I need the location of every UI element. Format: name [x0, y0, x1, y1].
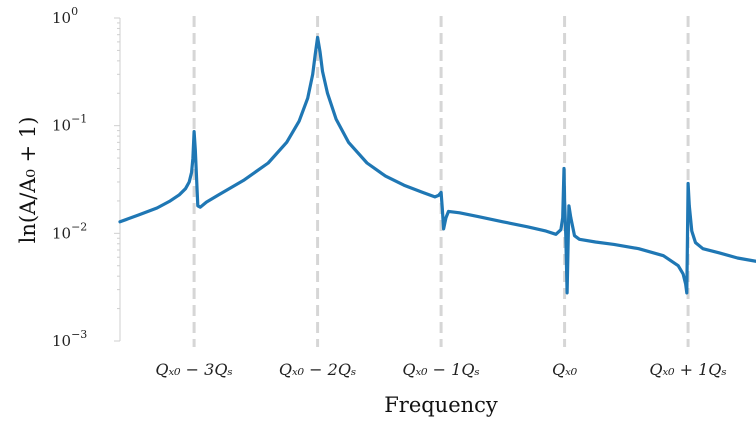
y-axis: 100 10−1 10−2 10−3: [52, 5, 121, 350]
y-tick-label-1: 10−1: [52, 113, 87, 135]
x-tick-label-3: Qₓ₀: [552, 360, 578, 379]
x-tick-label-1: Qₓ₀ − 2Qₛ: [279, 360, 356, 379]
x-tick-label-0: Qₓ₀ − 3Qₛ: [155, 360, 232, 379]
series-line-0: [118, 35, 756, 295]
series-area: [118, 35, 756, 295]
x-tick-label-2: Qₓ₀ − 1Qₛ: [402, 360, 479, 379]
x-tick-labels: Qₓ₀ − 3Qₛ Qₓ₀ − 2Qₛ Qₓ₀ − 1Qₛ Qₓ₀ Qₓ₀ + 1Qₛ: [155, 360, 726, 379]
y-tick-label-2: 10−2: [52, 220, 87, 242]
x-axis-label: Frequency: [384, 393, 498, 417]
y-axis-label: ln(A/A₀ + 1): [16, 117, 40, 244]
x-tick-label-4: Qₓ₀ + 1Qₛ: [649, 360, 726, 379]
marker-lines: [192, 16, 690, 347]
y-tick-label-0: 100: [52, 5, 78, 27]
y-tick-label-3: 10−3: [52, 328, 87, 350]
